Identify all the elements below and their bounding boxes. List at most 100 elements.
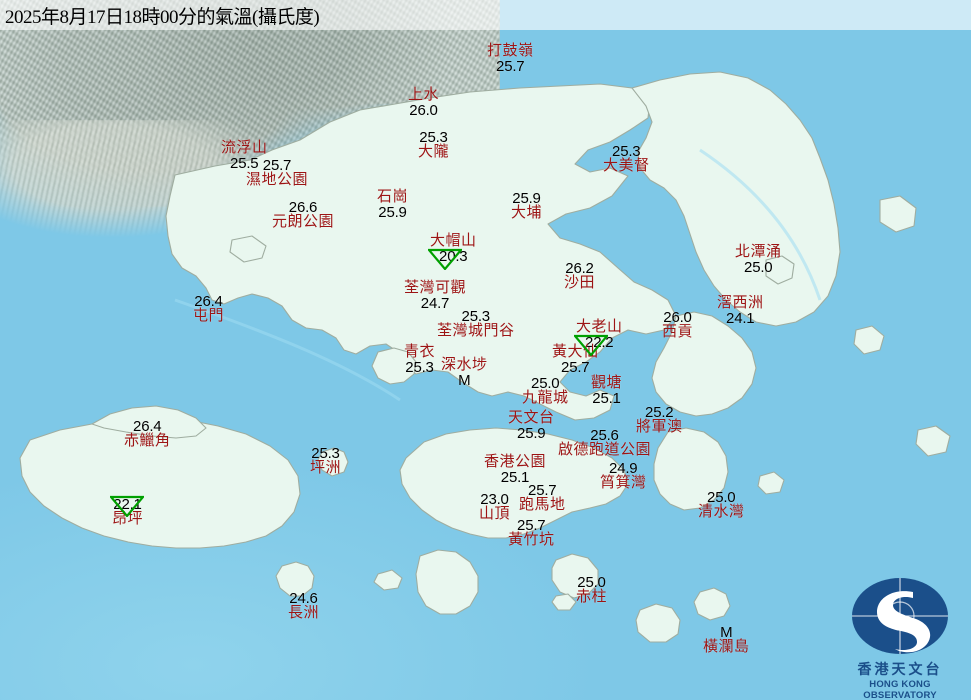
station-marker: 26.6 元朗公園	[272, 200, 334, 231]
land-islet-h	[915, 425, 951, 457]
station-name: 坪洲	[310, 460, 342, 477]
station-temperature: 25.3	[461, 308, 491, 325]
land-po-toi	[635, 603, 681, 643]
station-name: 黃竹坑	[508, 532, 555, 549]
land-islet-c	[765, 255, 795, 285]
station-temperature: 25.3	[419, 129, 448, 146]
station-name: 啟德跑道公園	[558, 442, 652, 459]
station-temperature: 25.7	[528, 482, 557, 499]
station-marker: 26.0 西貢	[662, 310, 693, 341]
station-temperature: 25.7	[517, 517, 546, 534]
station-marker: 上水 26.0	[408, 87, 440, 120]
station-temperature: 25.9	[378, 204, 407, 222]
station-marker: 天文台 25.9	[508, 410, 555, 443]
station-temperature: 25.6	[590, 427, 619, 444]
station-marker: 深水埗 M	[441, 357, 488, 390]
station-name: 上水	[408, 87, 440, 103]
station-name: 荃灣可觀	[404, 280, 467, 296]
station-temperature: 25.0	[707, 489, 736, 506]
land-lamma	[415, 549, 479, 615]
station-name: 深水埗	[441, 357, 488, 373]
station-marker: 香港公園 25.1	[484, 454, 547, 487]
station-name: 屯門	[193, 308, 225, 325]
station-marker: 25.7 黃竹坑	[508, 518, 555, 549]
station-marker: 青衣 25.3	[404, 344, 435, 377]
station-marker: 26.2 沙田	[564, 261, 595, 292]
land-hong-kong-island	[399, 427, 629, 539]
station-marker: 打鼓嶺 25.7	[487, 43, 534, 76]
station-temperature: 22.1	[113, 496, 142, 513]
station-name: 大埔	[511, 205, 543, 222]
station-marker: 25.0 清水灣	[698, 490, 745, 521]
station-name: 筲箕灣	[600, 475, 647, 492]
station-temperature: 26.2	[565, 260, 594, 277]
station-temperature: 20.3	[439, 248, 468, 266]
station-temperature: 25.7	[496, 58, 525, 76]
title-band	[0, 0, 971, 30]
station-name: 濕地公園	[246, 172, 309, 189]
station-name: 赤柱	[576, 589, 608, 606]
hko-logo: 香港天文台 HONG KONG OBSERVATORY	[835, 576, 965, 700]
station-marker: 荃灣可觀 24.7	[404, 280, 467, 311]
station-marker: M 橫瀾島	[703, 625, 750, 656]
shallow-water-rings	[174, 148, 822, 402]
station-marker: 25.6 啟德跑道公園	[558, 428, 651, 459]
station-marker: 25.3 大隴	[418, 130, 449, 161]
station-temperature: 25.9	[512, 190, 541, 207]
hko-name-english: HONG KONG OBSERVATORY	[863, 679, 937, 700]
station-name: 將軍澳	[636, 419, 683, 436]
station-name: 打鼓嶺	[487, 43, 534, 59]
station-marker: 25.7 跑馬地	[519, 483, 566, 514]
page-title: 2025年8月17日18時00分的氣溫(攝氏度)	[5, 7, 320, 28]
station-name: 元朗公園	[272, 214, 335, 231]
land-sai-kung	[651, 311, 757, 417]
station-temperature: 25.7	[262, 157, 292, 174]
station-temperature: 25.3	[311, 445, 340, 462]
station-marker: 北潭涌 25.0	[735, 244, 782, 277]
station-temperature: 26.4	[133, 418, 162, 435]
station-marker: 25.9 大埔	[511, 191, 542, 222]
station-temperature: 25.0	[744, 259, 773, 277]
station-temperature: 25.3	[405, 359, 434, 377]
land-cheung-chau	[275, 561, 315, 597]
station-name: 山頂	[479, 506, 511, 523]
station-name: 觀塘	[591, 375, 623, 391]
hko-name-chinese: 香港天文台	[857, 663, 943, 678]
station-temperature: M	[458, 372, 471, 390]
station-marker: 25.3 荃灣城門谷	[437, 309, 515, 340]
land-waglan	[693, 587, 731, 621]
station-marker: 觀塘 25.1	[591, 375, 623, 406]
station-temperature: 25.7	[561, 359, 590, 377]
station-name: 大美督	[603, 158, 650, 175]
station-marker: 25.7 濕地公園	[246, 158, 308, 189]
land-stanley-peninsula	[551, 553, 599, 599]
station-temperature: M	[720, 624, 733, 641]
station-name: 香港公園	[484, 454, 547, 470]
station-marker: 23.0 山頂	[479, 492, 510, 523]
station-temperature: 24.1	[726, 310, 755, 328]
station-temperature: 24.6	[289, 590, 318, 607]
station-marker: 25.0 九龍城	[522, 376, 569, 407]
station-name: 長洲	[288, 605, 320, 622]
station-name: 橫瀾島	[703, 639, 750, 656]
station-name: 大帽山	[430, 233, 477, 249]
station-marker: 22.1 昂坪	[112, 497, 143, 528]
station-marker: 24.6 長洲	[288, 591, 319, 622]
station-name: 西貢	[662, 324, 694, 341]
land-islet-g	[757, 471, 785, 495]
land-islet-d	[853, 325, 885, 355]
station-temperature: 25.1	[500, 469, 530, 487]
station-name: 沙田	[564, 275, 596, 292]
station-temperature: 26.0	[409, 102, 438, 120]
station-temperature: 26.0	[663, 309, 692, 326]
station-temperature: 24.9	[609, 460, 638, 477]
station-temperature: 25.9	[517, 425, 546, 443]
station-marker: 24.9 筲箕灣	[600, 461, 647, 492]
station-name: 大老山	[576, 319, 623, 335]
station-marker: 石崗 25.9	[377, 189, 408, 222]
station-temperature: 23.0	[480, 491, 509, 508]
station-name: 大隴	[418, 144, 450, 161]
land-islet-e	[879, 195, 917, 233]
